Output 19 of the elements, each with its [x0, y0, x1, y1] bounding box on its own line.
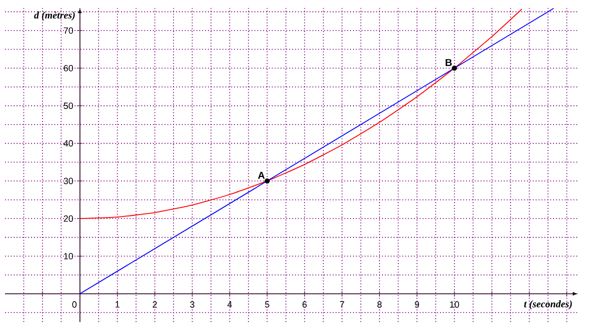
- x-axis-title: t (secondes): [524, 300, 572, 310]
- y-tick-label: 30: [64, 178, 74, 184]
- y-tick-label: 10: [64, 252, 74, 260]
- x-tick-label: 4: [227, 301, 232, 308]
- annotation: B: [446, 59, 452, 66]
- x-tick-label: 6: [302, 301, 307, 308]
- x-tick-label: 0: [72, 301, 77, 308]
- annotation: A: [258, 172, 265, 179]
- y-tick-label: 60: [64, 64, 74, 72]
- x-tick-label: 2: [152, 301, 157, 308]
- y-tick-label: 50: [64, 102, 74, 109]
- x-tick-label: 8: [377, 301, 382, 308]
- x-tick-label: 10: [450, 301, 460, 308]
- y-tick-label: 20: [64, 215, 74, 222]
- y-axis-title: d (mètres): [34, 12, 75, 21]
- x-tick-label: 9: [414, 301, 420, 308]
- y-tick-label: 40: [64, 140, 74, 147]
- line-series: [79, 8, 522, 220]
- y-tick-label: 70: [64, 27, 74, 34]
